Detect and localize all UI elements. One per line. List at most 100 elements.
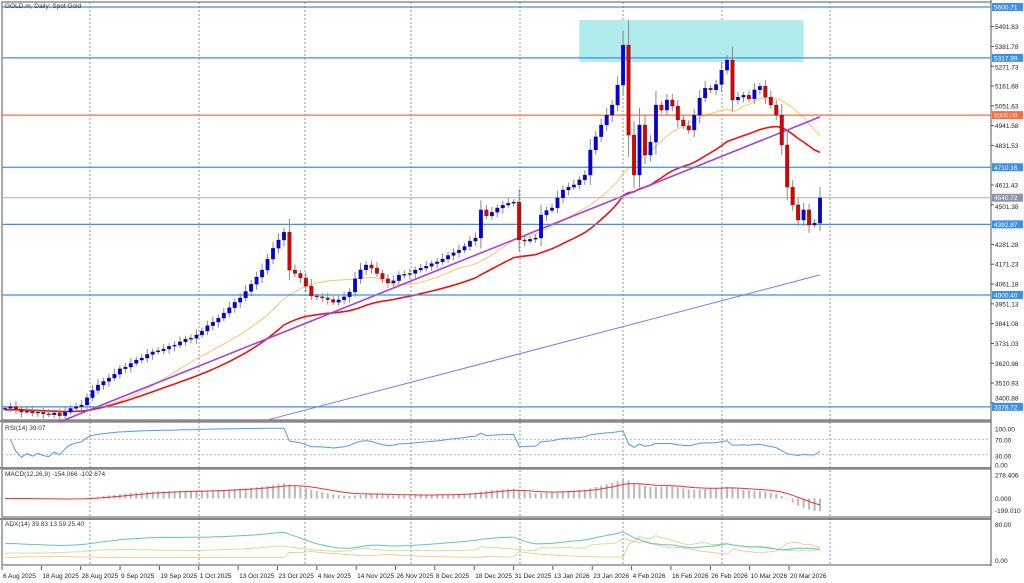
macd-histogram-bar bbox=[228, 489, 231, 499]
candle-bear bbox=[517, 201, 522, 241]
candle-bull bbox=[719, 69, 724, 85]
candle-bear bbox=[331, 299, 336, 303]
candle-bear bbox=[314, 295, 319, 298]
resistance-zone bbox=[579, 20, 804, 63]
candle-bull bbox=[500, 204, 505, 209]
candle-bull bbox=[178, 341, 182, 346]
macd-histogram-bar bbox=[523, 491, 526, 499]
candle-bull bbox=[462, 246, 467, 251]
candle-bull bbox=[172, 344, 177, 347]
candle-bull bbox=[3, 408, 7, 410]
level-price-label: 5000.00 bbox=[994, 113, 1018, 120]
candle-bull bbox=[336, 299, 341, 303]
ma-fast-line bbox=[4, 97, 821, 413]
y-tick-label: 3731.03 bbox=[995, 341, 1019, 348]
level-price-label: 4710.16 bbox=[994, 165, 1018, 172]
level-price-tag bbox=[992, 220, 1023, 229]
y-tick-label: 4941.58 bbox=[995, 123, 1019, 130]
candle-bull bbox=[413, 269, 418, 274]
candle-bull bbox=[451, 252, 456, 256]
candle-bull bbox=[221, 312, 226, 319]
macd-histogram-bar bbox=[310, 489, 313, 499]
level-price-label: 4392.87 bbox=[994, 222, 1018, 229]
candle-bull bbox=[812, 222, 817, 226]
candle-bull bbox=[528, 239, 533, 242]
pane-separator bbox=[0, 518, 991, 520]
candle-bull bbox=[347, 291, 352, 298]
x-tick-label: 14 Nov 2025 bbox=[357, 573, 394, 580]
candle-bull bbox=[68, 408, 73, 413]
macd-histogram-bar bbox=[715, 488, 718, 499]
macd-histogram-bar bbox=[501, 489, 504, 499]
candle-bull bbox=[582, 174, 587, 181]
macd-histogram-bar bbox=[720, 487, 723, 499]
level-price-label: 3378.72 bbox=[994, 404, 1018, 411]
macd-histogram-bar bbox=[649, 487, 652, 499]
macd-histogram-bar bbox=[479, 491, 482, 499]
macd-histogram-bar bbox=[534, 493, 537, 499]
macd-histogram-bar bbox=[463, 493, 466, 499]
y-tick-label: 5271.73 bbox=[995, 64, 1019, 71]
macd-histogram-bar bbox=[354, 495, 357, 499]
candle-bull bbox=[424, 266, 429, 269]
candle-bull bbox=[63, 411, 68, 416]
macd-histogram-bar bbox=[359, 494, 362, 499]
candle-bull bbox=[199, 330, 204, 336]
y-tick-label: 4831.53 bbox=[995, 143, 1019, 150]
candle-bull bbox=[566, 186, 571, 191]
candle-bull bbox=[205, 325, 210, 332]
macd-histogram-bar bbox=[217, 489, 220, 499]
candle-bull bbox=[35, 411, 40, 414]
candle-bull bbox=[511, 201, 516, 204]
macd-histogram-bar bbox=[622, 478, 625, 499]
macd-histogram-bar bbox=[556, 492, 559, 499]
candle-bull bbox=[265, 258, 270, 271]
candle-bull bbox=[243, 291, 248, 299]
macd-histogram-bar bbox=[605, 484, 608, 499]
candle-bull bbox=[106, 377, 111, 382]
macd-tick-label: 278.406 bbox=[995, 473, 1019, 480]
candle-bear bbox=[632, 134, 636, 176]
x-tick-label: 10 Mar 2026 bbox=[751, 573, 788, 580]
x-tick-label: 23 Oct 2025 bbox=[278, 573, 314, 580]
candle-bull bbox=[725, 59, 729, 71]
candle-bull bbox=[446, 255, 451, 260]
macd-histogram-bar bbox=[474, 492, 477, 499]
macd-histogram-bar bbox=[808, 498, 811, 510]
candle-bear bbox=[385, 278, 390, 284]
macd-histogram-bar bbox=[375, 494, 378, 499]
macd-histogram-bar bbox=[676, 487, 679, 499]
candle-bull bbox=[653, 104, 658, 143]
macd-histogram-bar bbox=[529, 492, 532, 499]
candle-bear bbox=[369, 264, 374, 269]
candle-bull bbox=[167, 346, 172, 350]
macd-histogram-bar bbox=[348, 495, 351, 499]
pane-separator bbox=[0, 420, 991, 422]
candle-bull bbox=[604, 114, 609, 126]
level-price-tag bbox=[992, 290, 1023, 299]
macd-histogram-bar bbox=[179, 490, 182, 499]
candle-bear bbox=[643, 124, 647, 156]
macd-histogram-bar bbox=[704, 488, 707, 499]
macd-histogram-bar bbox=[731, 487, 734, 499]
y-tick-label: 5051.63 bbox=[995, 103, 1019, 110]
candle-bull bbox=[74, 406, 79, 409]
y-tick-label: 3841.08 bbox=[995, 321, 1019, 328]
macd-histogram-bar bbox=[288, 484, 291, 499]
macd-histogram-bar bbox=[332, 494, 335, 499]
macd-histogram-bar bbox=[447, 494, 450, 499]
candle-bear bbox=[320, 296, 325, 299]
candle-bull bbox=[478, 209, 483, 239]
macd-histogram-bar bbox=[572, 490, 575, 499]
macd-histogram-bar bbox=[370, 494, 373, 499]
candle-bull bbox=[736, 96, 740, 101]
x-tick-label: 23 Jan 2026 bbox=[593, 573, 629, 580]
macd-histogram-bar bbox=[468, 493, 471, 499]
macd-histogram-bar bbox=[802, 498, 805, 508]
candle-bull bbox=[150, 351, 155, 355]
candle-bull bbox=[123, 366, 128, 369]
macd-histogram-bar bbox=[758, 490, 761, 499]
macd-histogram-bar bbox=[430, 494, 433, 499]
macd-histogram-bar bbox=[304, 488, 307, 499]
